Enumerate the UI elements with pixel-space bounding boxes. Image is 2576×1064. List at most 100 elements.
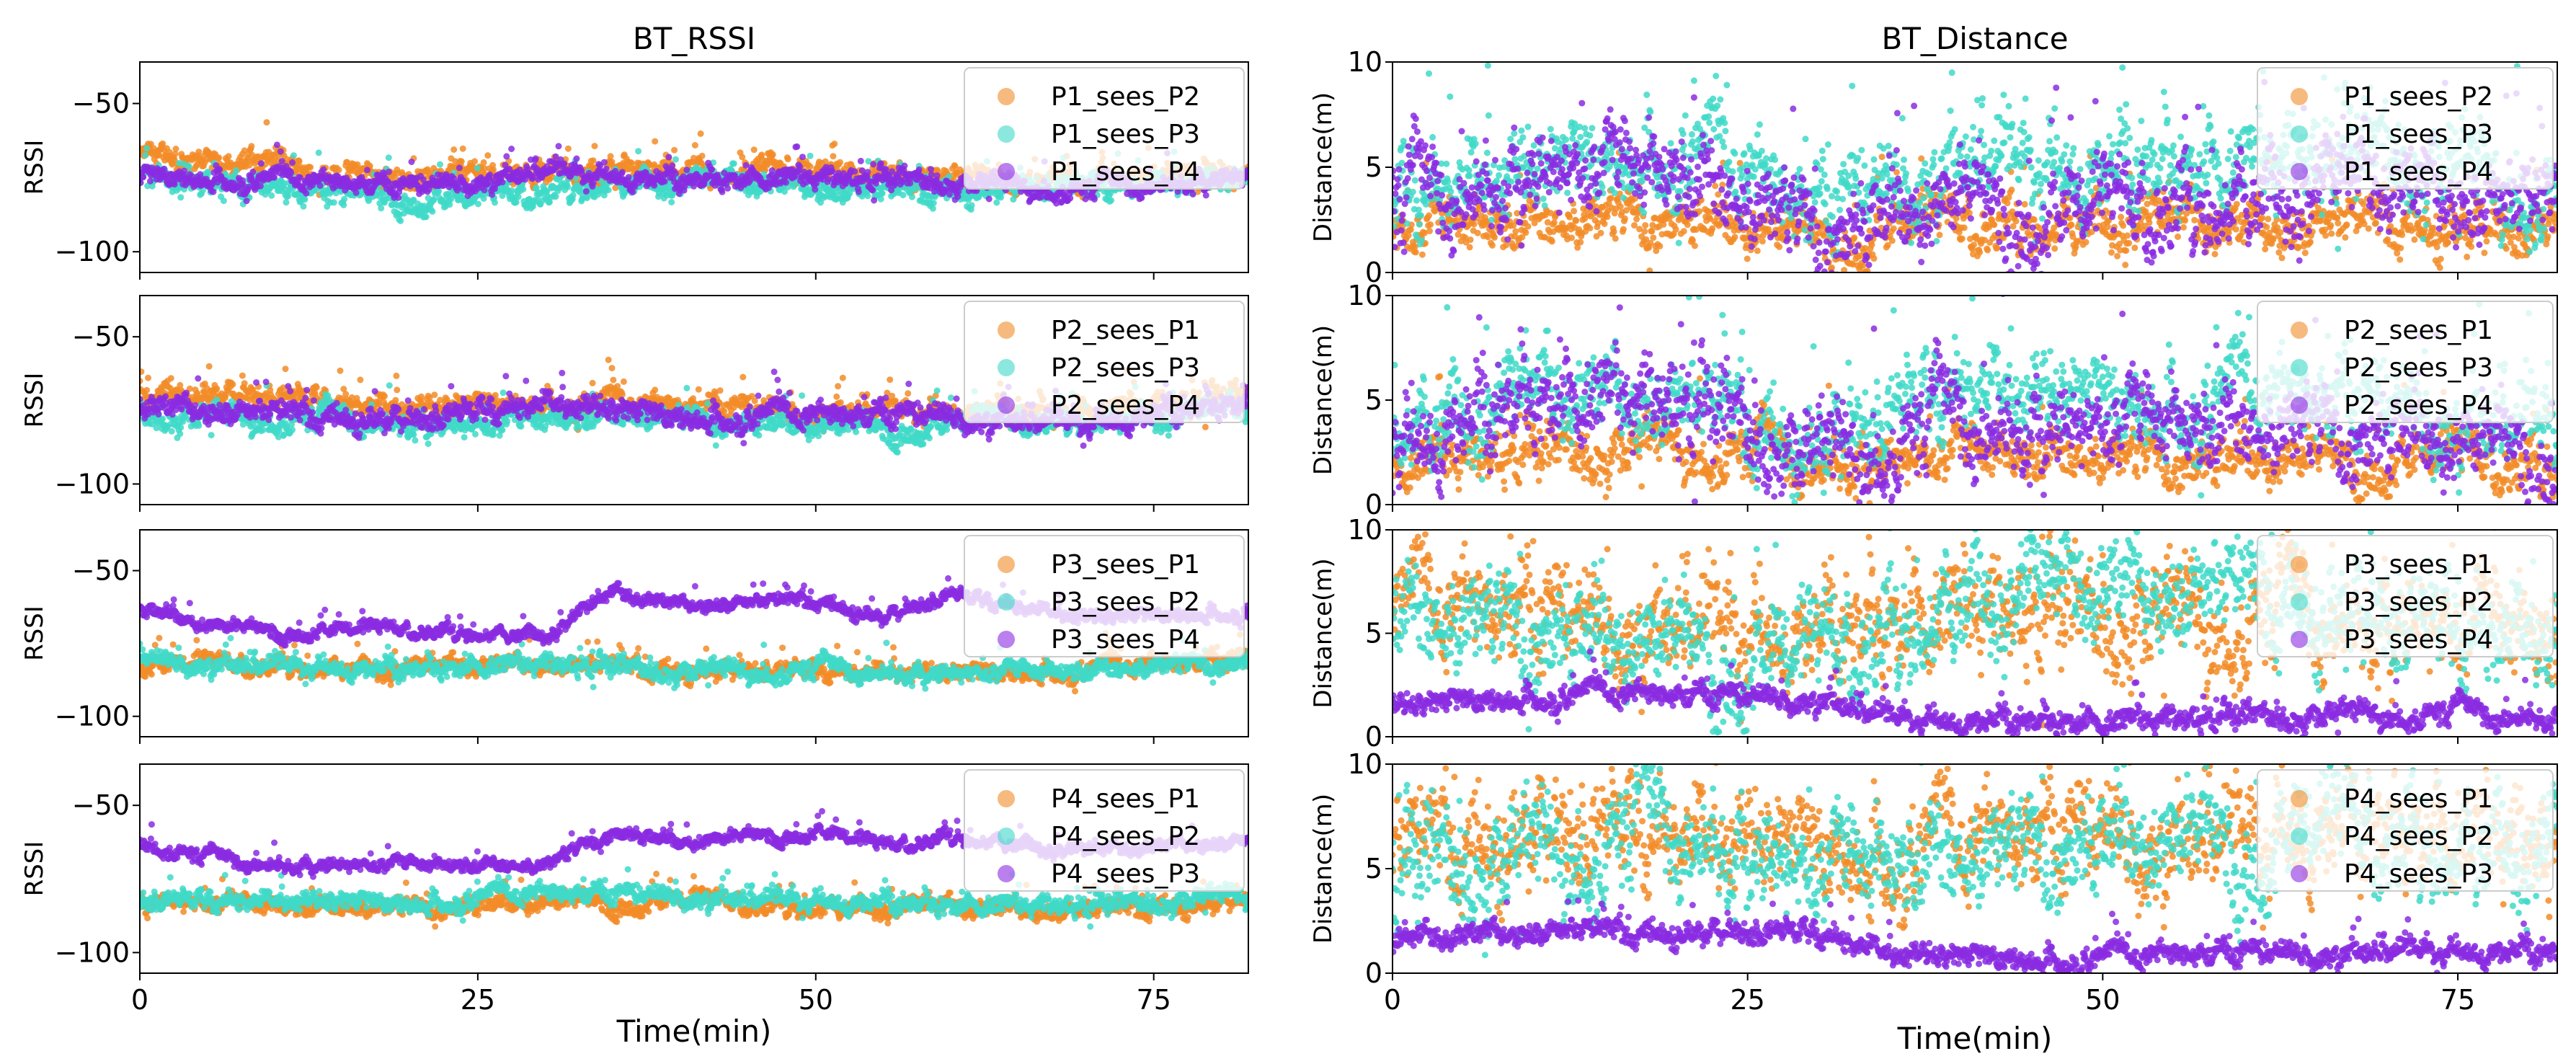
data-point [395, 194, 402, 201]
data-point [830, 153, 837, 160]
data-point [709, 166, 715, 173]
data-point [758, 151, 765, 159]
data-point [481, 187, 488, 194]
data-points [140, 119, 1248, 224]
data-point [1466, 244, 1473, 251]
data-point [933, 172, 941, 179]
data-point [768, 167, 776, 174]
data-point [1470, 221, 1478, 228]
data-point [652, 138, 659, 145]
data-point [487, 171, 494, 178]
data-point [1189, 190, 1196, 198]
data-point [474, 164, 481, 172]
data-point [484, 152, 492, 159]
legend-marker [998, 88, 1015, 105]
data-point [450, 146, 458, 153]
data-point [569, 192, 577, 199]
data-point [216, 154, 223, 161]
legend-label: P1_sees_P2 [1051, 82, 1200, 112]
data-point [635, 148, 642, 155]
panel-0: −50−100RSSIBT_RSSIP1_sees_P2P1_sees_P3P1… [20, 21, 1249, 280]
panel-1: 0510Distance(m)BT_DistanceP1_sees_P2P1_s… [1309, 21, 2558, 288]
data-point [625, 174, 632, 181]
data-point [480, 159, 487, 166]
data-point [316, 182, 324, 189]
data-point [243, 198, 250, 205]
data-point [871, 197, 878, 204]
data-point [515, 193, 522, 200]
data-point [385, 154, 392, 161]
data-point [210, 188, 217, 195]
data-point [225, 153, 232, 160]
legend-marker [998, 125, 1015, 143]
data-point [669, 162, 676, 169]
data-point [481, 165, 488, 172]
data-point [794, 143, 801, 150]
data-point [397, 217, 404, 224]
data-point [782, 179, 789, 186]
data-point [263, 119, 270, 126]
data-point [698, 152, 706, 159]
data-point [1202, 192, 1209, 199]
data-point [143, 145, 151, 152]
data-point [591, 143, 598, 150]
data-point [532, 155, 539, 162]
data-point [271, 174, 278, 181]
data-point [508, 146, 515, 152]
data-point [739, 154, 746, 161]
data-point [864, 192, 871, 200]
y-tick-label: −50 [72, 88, 130, 120]
data-point [171, 181, 178, 188]
data-point [520, 186, 527, 192]
data-point [683, 167, 690, 174]
data-point [257, 160, 265, 167]
data-point [480, 195, 487, 202]
data-point [784, 156, 791, 163]
data-point [172, 151, 179, 157]
data-point [671, 146, 678, 154]
data-point [855, 188, 862, 195]
data-point [277, 148, 284, 155]
data-point [724, 185, 732, 192]
data-point [829, 167, 836, 174]
data-point [1491, 234, 1498, 241]
data-point [750, 146, 758, 154]
data-point [459, 145, 466, 152]
data-point [1108, 197, 1115, 204]
data-point [257, 182, 264, 190]
data-point [812, 186, 819, 193]
data-point [144, 182, 151, 190]
data-point [691, 142, 698, 148]
data-point [769, 151, 776, 158]
data-point [146, 177, 154, 185]
data-point [216, 166, 223, 173]
data-point [1091, 196, 1098, 203]
data-point [220, 198, 227, 205]
data-point [278, 158, 285, 164]
data-point [672, 170, 679, 177]
data-point [300, 203, 307, 210]
data-point [837, 159, 843, 166]
y-tick-label: −100 [55, 236, 130, 267]
data-point [289, 159, 296, 166]
data-point [672, 156, 679, 163]
data-point [430, 197, 438, 204]
data-point [233, 167, 240, 174]
data-point [330, 199, 337, 206]
data-point [1418, 251, 1426, 258]
data-point [879, 190, 886, 197]
data-point [290, 152, 297, 159]
data-point [869, 187, 876, 194]
data-point [288, 169, 295, 177]
data-point [851, 168, 858, 175]
data-point [492, 199, 498, 206]
data-point [552, 193, 559, 200]
data-point [181, 167, 188, 174]
data-point [1138, 195, 1145, 201]
data-point [929, 205, 936, 212]
data-point [864, 169, 871, 176]
data-point [901, 162, 908, 169]
data-point [555, 143, 562, 150]
